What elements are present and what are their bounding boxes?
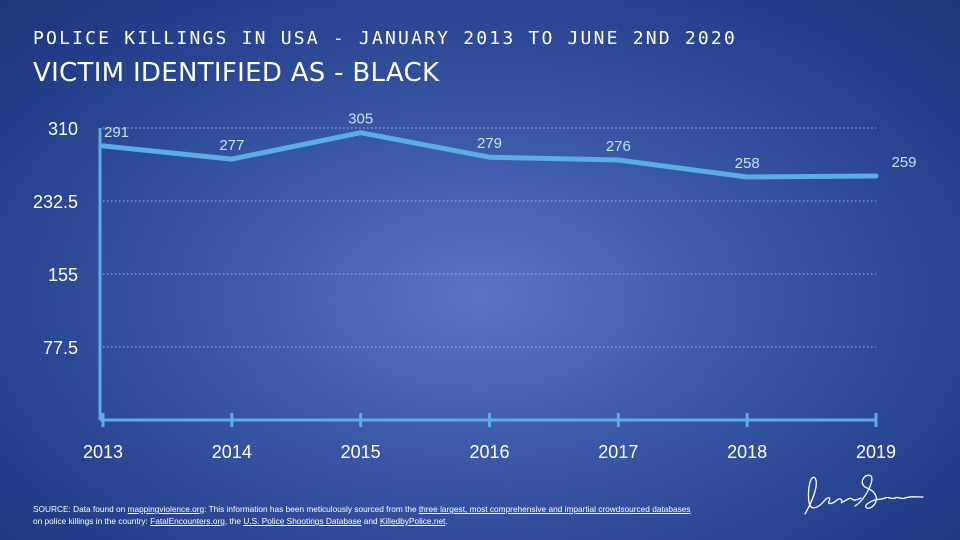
data-labels: 291 277 305 279 276 258 259: [104, 111, 917, 172]
source-link[interactable]: three largest, most comprehensive and im…: [418, 504, 691, 514]
x-tick-label: 2017: [598, 442, 638, 462]
chart-supertitle: POLICE KILLINGS IN USA - JANUARY 2013 TO…: [33, 28, 737, 49]
source-link[interactable]: KilledbyPolice.net: [379, 516, 446, 526]
source-link[interactable]: FatalEncounters.org: [150, 516, 225, 526]
source-link[interactable]: U.S. Police Shootings Database: [243, 516, 362, 526]
source-link[interactable]: mappingviolence.org: [127, 504, 205, 514]
data-label: 305: [348, 111, 373, 128]
data-label: 258: [735, 155, 760, 172]
source-note: SOURCE: Data found on mappingviolence.or…: [33, 503, 693, 527]
x-tick-labels: 2013 2014 2015 2016 2017 2018 2019: [83, 442, 896, 462]
source-text: , the: [224, 516, 244, 526]
y-tick-labels: 77.5 155 232.5 310: [33, 119, 78, 358]
signature-logo: [804, 474, 924, 515]
source-text: : This information has been meticulously…: [204, 504, 419, 514]
x-tick-label: 2016: [469, 442, 509, 462]
x-tick-label: 2019: [856, 442, 896, 462]
data-label: 276: [606, 138, 631, 155]
axes: [98, 128, 878, 427]
data-label: 277: [219, 137, 244, 154]
source-text: on police killings in the country:: [33, 516, 151, 526]
source-text: SOURCE: Data found on: [33, 504, 128, 514]
series-group: [100, 130, 879, 180]
data-label: 259: [891, 154, 916, 171]
chart-title: VICTIM IDENTIFIED AS - BLACK: [33, 58, 440, 88]
x-tick-label: 2015: [341, 442, 381, 462]
x-tick-label: 2018: [727, 442, 767, 462]
y-tick-label: 232.5: [33, 192, 78, 212]
source-text: and: [361, 516, 380, 526]
x-tick-label: 2013: [83, 442, 123, 462]
y-tick-label: 77.5: [43, 338, 78, 358]
gridlines: [103, 127, 876, 348]
data-label: 291: [104, 124, 129, 141]
x-tick-label: 2014: [212, 442, 252, 462]
y-tick-label: 310: [48, 119, 78, 139]
data-label: 279: [477, 135, 502, 152]
y-tick-label: 155: [48, 265, 78, 285]
source-text: .: [445, 516, 448, 526]
